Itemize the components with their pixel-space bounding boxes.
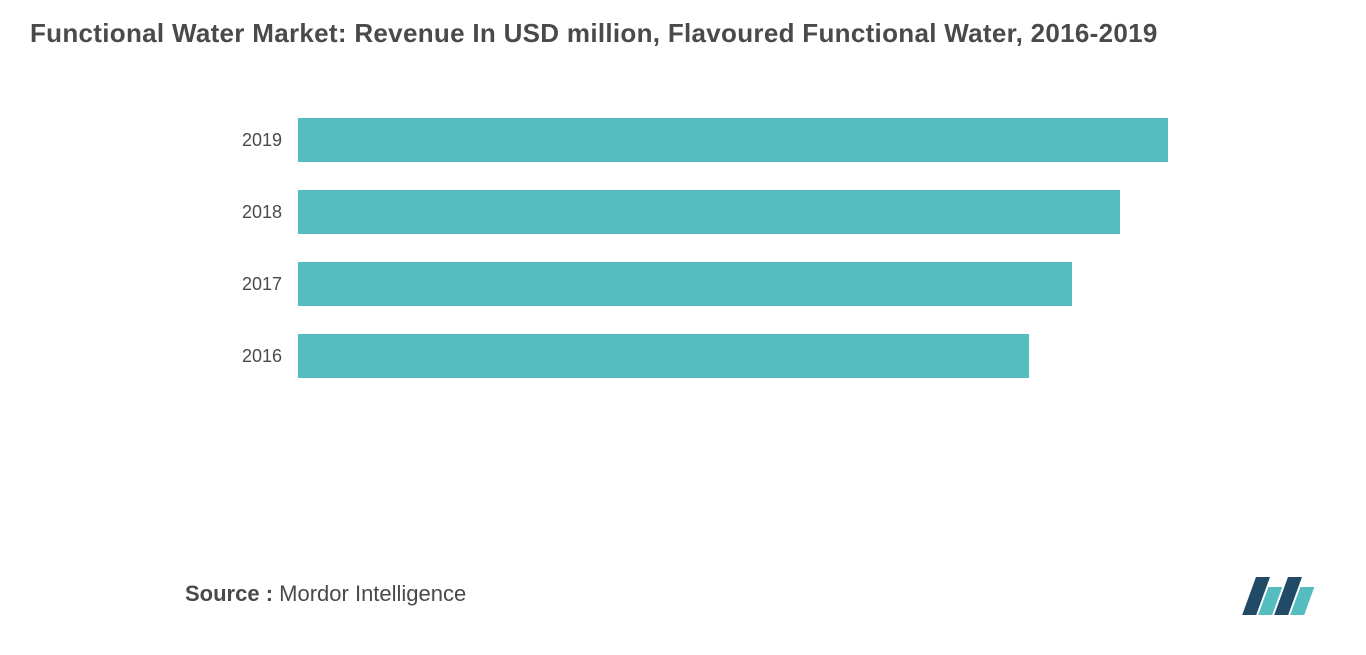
chart-container: Functional Water Market: Revenue In USD … <box>0 0 1366 655</box>
y-tick-label: 2017 <box>242 274 282 295</box>
y-tick-label: 2016 <box>242 346 282 367</box>
bar-row-2018: 2018 <box>298 190 1120 234</box>
source-label: Source : <box>185 581 273 606</box>
mordor-logo-icon <box>1238 577 1316 615</box>
chart-plot-area: 2019 2018 2017 2016 <box>298 118 1168 428</box>
bar-row-2017: 2017 <box>298 262 1072 306</box>
bar-2019 <box>298 118 1168 162</box>
bar-2017 <box>298 262 1072 306</box>
bar-row-2016: 2016 <box>298 334 1029 378</box>
bar-2018 <box>298 190 1120 234</box>
bar-row-2019: 2019 <box>298 118 1168 162</box>
y-tick-label: 2018 <box>242 202 282 223</box>
source-citation: Source : Mordor Intelligence <box>185 581 466 607</box>
bar-2016 <box>298 334 1029 378</box>
chart-title: Functional Water Market: Revenue In USD … <box>30 18 1336 49</box>
source-text: Mordor Intelligence <box>279 581 466 606</box>
y-tick-label: 2019 <box>242 130 282 151</box>
